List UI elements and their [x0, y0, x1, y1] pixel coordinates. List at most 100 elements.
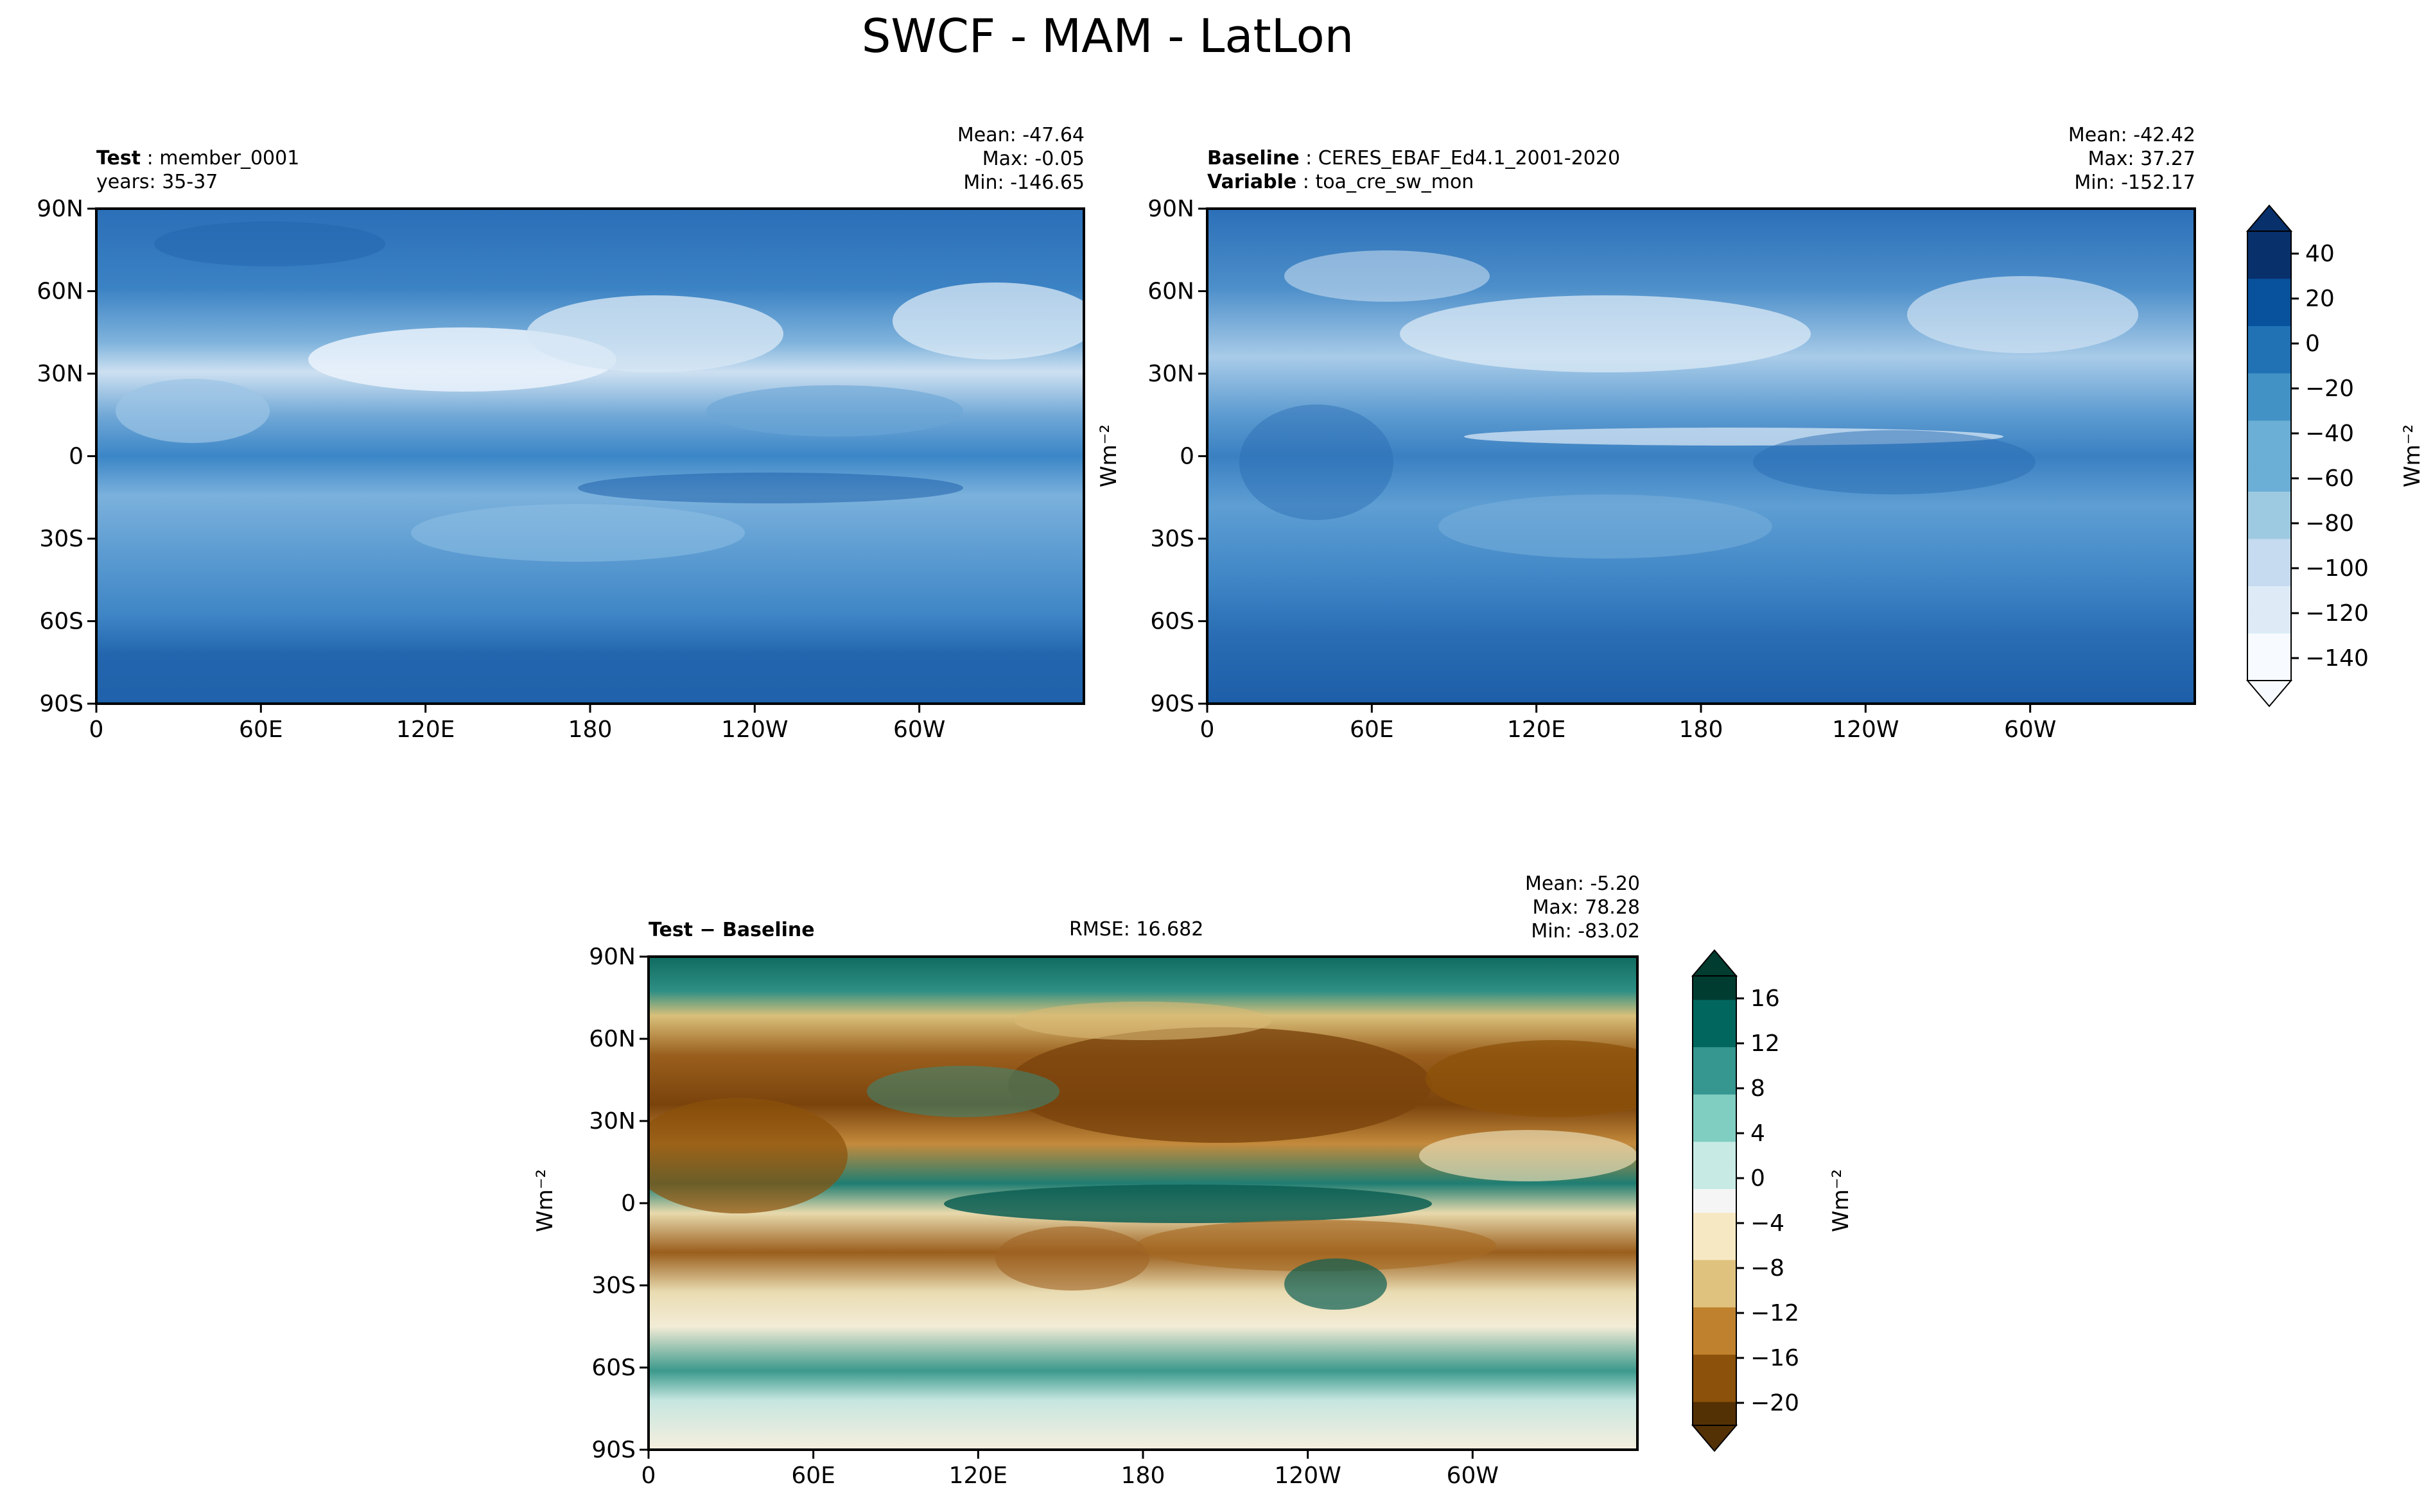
- baseline-colorbar-bin: [2247, 349, 2291, 374]
- diff-map-texture: [649, 1002, 1637, 1310]
- test-name: member_0001: [159, 147, 300, 169]
- baseline-ytick-label: 60N: [1147, 279, 1194, 305]
- baseline-colorbar-tick-label: −40: [2305, 421, 2354, 447]
- baseline-xtick-label: 120E: [1507, 717, 1565, 743]
- baseline-colorbar-tick-label: −80: [2305, 510, 2354, 537]
- diff-colorbar-extend-min: [1691, 1425, 1738, 1452]
- diff-ytick-label: 60N: [589, 1026, 636, 1052]
- variable-name: toa_cre_sw_mon: [1315, 171, 1474, 193]
- diff-colorbar-bin: [1693, 999, 1736, 1024]
- baseline-colorbar-bin: [2247, 231, 2291, 256]
- diff-colorbar-tick-label: 12: [1750, 1030, 1780, 1057]
- baseline-ytick-label: 30S: [1150, 526, 1194, 552]
- baseline-colorbar-tick-label: 0: [2305, 331, 2320, 357]
- diff-colorbar: 16 12 8 4 0 −4 −8 −12 −16 −20: [1691, 949, 1799, 1452]
- diff-colorbar-bin: [1693, 1330, 1736, 1355]
- diff-axes: 0 60E 120E 180 120W 60W 90N 60N 30N 0 30S 60S 90S: [589, 944, 1499, 1489]
- diff-ylabel: Wm⁻²: [532, 1169, 558, 1232]
- test-min: Min: -146.65: [963, 171, 1085, 194]
- diff-colorbar-tick-label: 0: [1750, 1165, 1765, 1192]
- diff-label-block: Test − Baseline: [649, 918, 815, 942]
- test-label-block: Test : member_0001 years: 35-37: [96, 147, 300, 193]
- baseline-colorbar-bin: [2247, 562, 2291, 587]
- diff-ytick-label: 0: [621, 1190, 636, 1217]
- baseline-ytick-label: 30N: [1147, 361, 1194, 387]
- test-ytick-label: 60N: [37, 279, 83, 305]
- baseline-colorbar: 40 20 0 −20 −40 −60 −80 −100 −120 −140: [2246, 204, 2369, 708]
- diff-colorbar-bin: [1693, 1378, 1736, 1402]
- baseline-xtick-label: 180: [1679, 717, 1723, 743]
- diff-colorbar-tick-label: −8: [1750, 1255, 1784, 1282]
- diff-ytick-label: 90S: [591, 1437, 636, 1463]
- baseline-min: Min: -152.17: [2074, 171, 2195, 194]
- diff-colorbar-bin: [1693, 1047, 1736, 1071]
- diff-ytick-label: 30N: [589, 1108, 636, 1134]
- baseline-colorbar-frame: [2247, 230, 2292, 681]
- baseline-mean: Mean: -42.42: [2068, 124, 2195, 146]
- diff-colorbar-tick-label: −16: [1750, 1345, 1799, 1371]
- diff-colorbar-bin: [1693, 1212, 1736, 1237]
- baseline-colorbar-bin: [2247, 491, 2291, 516]
- baseline-colorbar-bin: [2247, 326, 2291, 350]
- diff-ytick-label: 30S: [591, 1273, 636, 1299]
- test-map-field: [96, 209, 1084, 704]
- test-xtick-label: 60W: [893, 717, 945, 743]
- diff-colorbar-tick-label: −4: [1750, 1210, 1784, 1237]
- diff-key: Test − Baseline: [649, 919, 815, 941]
- diff-colorbar-bin: [1693, 1023, 1736, 1048]
- baseline-colorbar-bin: [2247, 254, 2291, 279]
- baseline-xtick-label: 60W: [2004, 717, 2056, 743]
- baseline-colorbar-bin: [2247, 278, 2291, 303]
- baseline-colorbar-extend-min: [2246, 680, 2293, 708]
- figure-title: SWCF - MAM - LatLon: [861, 9, 1354, 63]
- test-axes: 0 60E 120E 180 120W 60W 90N 60N 30N 0 30S 60S 90S: [37, 196, 945, 743]
- baseline-ytick-label: 90N: [1147, 196, 1194, 222]
- diff-colorbar-bin: [1693, 976, 1736, 1000]
- baseline-colorbar-bin: [2247, 657, 2291, 681]
- test-ytick-label: 90N: [37, 196, 83, 222]
- diff-xtick-label: 60E: [791, 1463, 835, 1489]
- diff-mean: Mean: -5.20: [1524, 873, 1640, 895]
- diff-ytick-label: 90N: [589, 944, 636, 970]
- baseline-colorbar-bin: [2247, 444, 2291, 468]
- test-ytick-label: 90S: [39, 691, 83, 717]
- baseline-colorbar-tick-label: −60: [2305, 465, 2354, 492]
- baseline-axes: 0 60E 120E 180 120W 60W 90N 60N 30N 0 30S 60S 90S: [1147, 196, 2056, 743]
- baseline-map-panel: 0 60E 120E 180 120W 60W 90N 60N 30N 0 30S 60S 90S: [1147, 196, 2196, 743]
- baseline-colorbar-bin: [2247, 373, 2291, 397]
- baseline-ytick-label: 90S: [1150, 691, 1194, 717]
- diff-xtick-label: 120E: [949, 1463, 1007, 1489]
- baseline-colorbar-bin: [2247, 538, 2291, 563]
- variable-key: Variable: [1207, 171, 1297, 193]
- baseline-label-block: Baseline : CERES_EBAF_Ed4.1_2001-2020 Va…: [1207, 147, 1621, 193]
- test-xtick-label: 0: [89, 717, 104, 743]
- diff-colorbar-tick-label: 4: [1750, 1120, 1765, 1147]
- test-key: Test: [96, 147, 141, 169]
- test-years: years: 35-37: [96, 171, 218, 193]
- baseline-ytick-label: 60S: [1150, 609, 1194, 635]
- test-xtick-label: 120E: [396, 717, 455, 743]
- diff-colorbar-bin: [1693, 1307, 1736, 1332]
- baseline-name: CERES_EBAF_Ed4.1_2001-2020: [1318, 147, 1621, 169]
- diff-colorbar-bin: [1693, 1070, 1736, 1095]
- diff-colorbar-bin: [1693, 1165, 1736, 1190]
- diff-min: Min: -83.02: [1531, 920, 1640, 943]
- baseline-xtick-label: 0: [1200, 717, 1215, 743]
- diff-colorbar-bin: [1693, 1260, 1736, 1284]
- diff-rmse: RMSE: 16.682: [1069, 918, 1204, 941]
- baseline-stats: Mean: -42.42 Max: 37.27 Min: -152.17: [2068, 123, 2195, 195]
- baseline-colorbar-bin: [2247, 609, 2291, 634]
- diff-ytick-label: 60S: [591, 1355, 636, 1381]
- baseline-colorbar-tick-label: 40: [2305, 241, 2335, 267]
- baseline-colorbar-extend-max: [2246, 204, 2293, 232]
- diff-colorbar-tick-label: 16: [1750, 986, 1780, 1012]
- baseline-xtick-label: 60E: [1350, 717, 1394, 743]
- diff-colorbar-bin: [1693, 1094, 1736, 1118]
- diff-xtick-label: 180: [1121, 1463, 1165, 1489]
- baseline-colorbar-bin: [2247, 420, 2291, 445]
- baseline-colorbar-bin: [2247, 515, 2291, 539]
- diff-stats: Mean: -5.20 Max: 78.28 Min: -83.02: [1525, 872, 1640, 943]
- test-ytick-label: 60S: [39, 609, 83, 635]
- diff-colorbar-bin: [1693, 1283, 1736, 1308]
